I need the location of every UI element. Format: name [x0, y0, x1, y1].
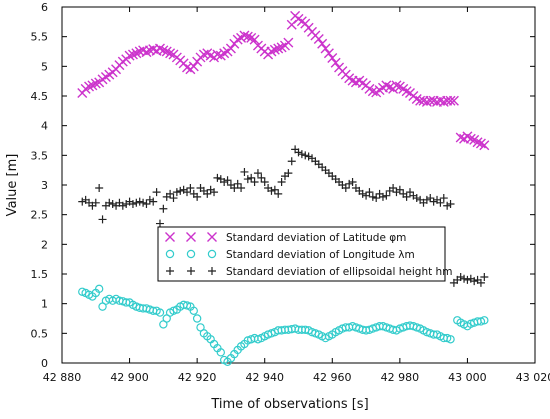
y-tick-label: 6	[41, 1, 48, 14]
x-tick-label: 42 960	[313, 371, 352, 384]
y-tick-label: 5	[41, 60, 48, 73]
x-tick-label: 42 900	[110, 371, 149, 384]
y-tick-label: 0.5	[31, 327, 49, 340]
x-tick-label: 42 980	[381, 371, 420, 384]
y-tick-label: 2	[41, 238, 48, 251]
y-tick-label: 1	[41, 298, 48, 311]
legend-label: Standard deviation of ellipsoidal height…	[226, 266, 452, 278]
legend: Standard deviation of Latitude φm Standar…	[158, 227, 452, 281]
y-tick-label: 5.5	[31, 31, 49, 44]
x-tick-label: 42 920	[178, 371, 217, 384]
x-tick-label: 43 000	[448, 371, 487, 384]
y-tick-label: 4	[41, 120, 48, 133]
x-tick-label: 42 880	[43, 371, 82, 384]
y-tick-label: 2.5	[31, 209, 49, 222]
y-tick-label: 3	[41, 179, 48, 192]
y-tick-label: 4.5	[31, 90, 49, 103]
y-tick-label: 1.5	[31, 268, 49, 281]
legend-label: Standard deviation of Latitude φm	[226, 232, 406, 244]
y-tick-label: 3.5	[31, 149, 49, 162]
x-tick-label: 42 940	[245, 371, 284, 384]
x-axis-label: Time of observations [s]	[210, 397, 368, 412]
x-tick-label: 43 020	[516, 371, 550, 384]
y-axis-label: Value [m]	[5, 154, 20, 217]
y-tick-label: 0	[41, 357, 48, 370]
legend-label: Standard deviation of Longitude λm	[226, 249, 415, 261]
